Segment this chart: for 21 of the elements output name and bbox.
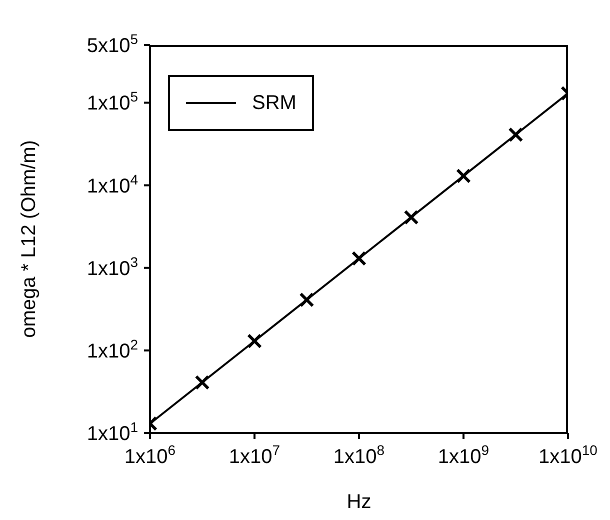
point: [247, 334, 262, 349]
point: [404, 210, 419, 225]
y-tick-label: 1x10$^{2}$: [86, 336, 138, 362]
x-tick-label: 1x10$^{8}$: [333, 442, 385, 468]
x-axis-title: Hz: [346, 491, 372, 513]
x-tick-label: 1x10$^{6}$: [124, 442, 176, 468]
point: [352, 250, 366, 266]
legend-label: SRM: [252, 92, 296, 114]
y-tick-label: 1x10$^{4}$: [86, 171, 138, 198]
y-tick-label: 5x10$^{5}$: [86, 31, 138, 57]
y-tick-label: 1x10$^{1}$: [86, 419, 138, 445]
x-tick-label: 1x10$^{9}$: [438, 442, 490, 468]
point: [299, 292, 314, 308]
y-tick-label: 1x10$^{5}$: [86, 88, 138, 115]
x-tick-label: 1x10$^{7}$: [228, 442, 280, 468]
point: [456, 168, 471, 184]
y-tick-label: 1x10$^{3}$: [86, 254, 138, 280]
x-tick-label: 1x10$^{10}$: [538, 442, 598, 468]
point: [508, 127, 524, 142]
y-axis-title: omega * L12 (Ohm/m): [18, 140, 40, 338]
point: [194, 374, 210, 390]
